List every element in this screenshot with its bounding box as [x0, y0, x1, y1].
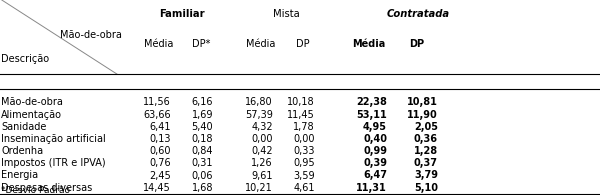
Text: 5,10: 5,10 [414, 183, 438, 193]
Text: 53,11: 53,11 [356, 110, 387, 120]
Text: Energia: Energia [1, 170, 38, 181]
Text: 5,40: 5,40 [191, 122, 213, 132]
Text: *Desvio Padrão: *Desvio Padrão [1, 186, 70, 195]
Text: DP: DP [409, 39, 425, 49]
Text: 0,84: 0,84 [191, 146, 213, 156]
Text: 10,81: 10,81 [407, 97, 438, 107]
Text: 14,45: 14,45 [143, 183, 171, 193]
Text: 6,16: 6,16 [191, 97, 213, 107]
Text: 4,61: 4,61 [293, 183, 315, 193]
Text: Mão-de-obra: Mão-de-obra [1, 97, 63, 107]
Text: 22,38: 22,38 [356, 97, 387, 107]
Text: Mista: Mista [273, 9, 300, 19]
Text: Ordenha: Ordenha [1, 146, 43, 156]
Text: 4,95: 4,95 [363, 122, 387, 132]
Text: Familiar: Familiar [159, 9, 205, 19]
Text: 1,68: 1,68 [191, 183, 213, 193]
Text: 3,59: 3,59 [293, 170, 315, 181]
Text: 1,78: 1,78 [293, 122, 315, 132]
Text: 0,99: 0,99 [363, 146, 387, 156]
Text: 63,66: 63,66 [143, 110, 171, 120]
Text: Contratada: Contratada [387, 9, 450, 19]
Text: Descrição: Descrição [1, 53, 49, 64]
Text: Sanidade: Sanidade [1, 122, 47, 132]
Text: 0,36: 0,36 [414, 134, 438, 144]
Text: Alimentação: Alimentação [1, 110, 62, 120]
Text: 10,21: 10,21 [245, 183, 273, 193]
Text: 0,37: 0,37 [414, 158, 438, 168]
Text: Mão-de-obra: Mão-de-obra [60, 30, 122, 40]
Text: 2,05: 2,05 [414, 122, 438, 132]
Text: 11,45: 11,45 [287, 110, 315, 120]
Text: 0,00: 0,00 [293, 134, 315, 144]
Text: 9,61: 9,61 [251, 170, 273, 181]
Text: DP*: DP* [192, 39, 210, 49]
Text: 11,56: 11,56 [143, 97, 171, 107]
Text: 10,18: 10,18 [287, 97, 315, 107]
Text: 1,28: 1,28 [414, 146, 438, 156]
Text: 0,18: 0,18 [191, 134, 213, 144]
Text: 2,45: 2,45 [149, 170, 171, 181]
Text: 1,26: 1,26 [251, 158, 273, 168]
Text: 0,13: 0,13 [149, 134, 171, 144]
Text: 0,40: 0,40 [363, 134, 387, 144]
Text: 0,33: 0,33 [293, 146, 315, 156]
Text: 1,69: 1,69 [191, 110, 213, 120]
Text: Impostos (ITR e IPVA): Impostos (ITR e IPVA) [1, 158, 106, 168]
Text: 0,76: 0,76 [149, 158, 171, 168]
Text: Inseminação artificial: Inseminação artificial [1, 134, 106, 144]
Text: DP: DP [296, 39, 310, 49]
Text: Média: Média [352, 39, 386, 49]
Text: 3,79: 3,79 [414, 170, 438, 181]
Text: 16,80: 16,80 [245, 97, 273, 107]
Text: 0,60: 0,60 [149, 146, 171, 156]
Text: 0,95: 0,95 [293, 158, 315, 168]
Text: 0,00: 0,00 [251, 134, 273, 144]
Text: 6,41: 6,41 [149, 122, 171, 132]
Text: 0,39: 0,39 [363, 158, 387, 168]
Text: Média: Média [247, 39, 275, 49]
Text: Média: Média [145, 39, 173, 49]
Text: 0,06: 0,06 [191, 170, 213, 181]
Text: 6,47: 6,47 [363, 170, 387, 181]
Text: 11,31: 11,31 [356, 183, 387, 193]
Text: 11,90: 11,90 [407, 110, 438, 120]
Text: 0,31: 0,31 [191, 158, 213, 168]
Text: 57,39: 57,39 [245, 110, 273, 120]
Text: 4,32: 4,32 [251, 122, 273, 132]
Text: 0,42: 0,42 [251, 146, 273, 156]
Text: Despesas diversas: Despesas diversas [1, 183, 92, 193]
